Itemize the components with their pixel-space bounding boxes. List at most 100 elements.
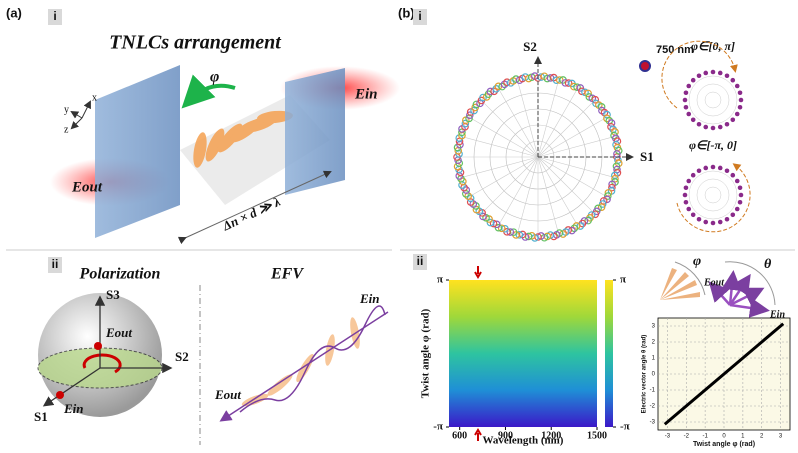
glass-plate — [95, 65, 180, 238]
polar-spoke — [537, 116, 608, 158]
polar-spoke — [537, 87, 579, 158]
state-dot — [603, 114, 611, 123]
polar-spoke — [537, 79, 559, 158]
state-dot — [690, 172, 696, 178]
colorbar-tick-label: π — [620, 274, 626, 286]
e-in: Ein — [354, 86, 378, 102]
panel-label: (a) — [6, 5, 22, 20]
y-axis-label: Electric vector angle θ (rad) — [642, 335, 648, 414]
colorbar-tick-label: -π — [620, 421, 630, 433]
state-dot — [498, 82, 506, 91]
state-dot — [737, 185, 743, 191]
twist-symbol: φ — [210, 69, 219, 86]
state-dot — [683, 104, 689, 110]
icon-e-in: Ein — [769, 309, 785, 320]
state-dot — [730, 77, 736, 83]
label-box — [413, 9, 427, 25]
glass-plate — [285, 68, 345, 195]
state-dot — [738, 192, 744, 198]
state-dot — [724, 216, 730, 222]
point — [94, 342, 102, 350]
state-dot — [703, 219, 709, 225]
subtitle: EFV — [270, 266, 304, 283]
axis-label: S1 — [640, 149, 654, 164]
e-in: Ein — [359, 291, 380, 306]
path — [82, 353, 122, 374]
state-dot — [462, 186, 471, 194]
state-dot — [591, 95, 600, 104]
arc — [724, 261, 776, 306]
polar-ring — [688, 75, 738, 125]
polar-ring — [704, 91, 722, 109]
state-dot — [737, 104, 743, 110]
colorbar — [605, 280, 613, 427]
title: TNLCs arrangement — [109, 32, 282, 54]
heatmap — [449, 280, 597, 427]
icon-theta: θ — [764, 257, 772, 272]
state-dot — [506, 228, 515, 236]
wavelength-dot — [639, 60, 651, 72]
polar-ring — [688, 170, 738, 220]
state-dot — [717, 124, 723, 130]
wave — [239, 305, 386, 413]
e-out: Eout — [71, 179, 103, 195]
x-tick-label: 1500 — [587, 430, 607, 441]
state-dot — [584, 89, 592, 98]
state-dot — [738, 97, 744, 103]
state-dot — [737, 90, 743, 96]
y-tick-label: -2 — [650, 404, 656, 410]
state-dot — [734, 111, 740, 117]
state-dot — [710, 69, 716, 75]
state-dot — [710, 220, 716, 226]
sphere-axes — [42, 295, 173, 407]
state-dot — [703, 165, 709, 171]
panel-label: (b) — [398, 5, 415, 20]
marker — [474, 266, 482, 279]
axis-label: S2 — [175, 349, 189, 364]
icon-phi: φ — [693, 254, 701, 269]
state-dot — [682, 192, 688, 198]
state-dot — [696, 216, 702, 222]
x-tick-label: -2 — [684, 434, 690, 440]
state-dot — [710, 125, 716, 131]
state-dot — [734, 83, 740, 89]
state-dot — [683, 199, 689, 205]
x-tick-label: 3 — [779, 434, 783, 440]
x-tick-label: 1200 — [541, 430, 561, 441]
state-dot — [461, 119, 470, 128]
part-label: ii — [52, 257, 59, 271]
state-dot — [597, 103, 606, 111]
point — [56, 391, 64, 399]
polar-spoke — [537, 156, 579, 227]
state-dot — [486, 218, 495, 227]
state-dot — [466, 108, 475, 116]
state-dot — [683, 90, 689, 96]
axes-triad — [70, 100, 91, 130]
state-dot — [489, 219, 498, 228]
state-dot — [564, 79, 573, 87]
state-dot — [686, 83, 692, 89]
y-tick-label: -3 — [650, 420, 656, 426]
propagation — [219, 311, 389, 422]
x-axis-label: Twist angle φ (rad) — [693, 441, 755, 448]
axis-label: S1 — [34, 409, 48, 424]
polar-spoke — [537, 136, 616, 158]
range: φ∈[-π, 0] — [689, 138, 737, 152]
state-dot — [717, 219, 723, 225]
state-dot — [497, 224, 506, 233]
molecules — [193, 110, 293, 168]
x-tick-label: 2 — [760, 434, 764, 440]
x-tick-label: -1 — [702, 434, 708, 440]
state-dot — [696, 168, 702, 174]
x-axis-label: Wavelength (nm) — [483, 435, 564, 447]
state-dot — [717, 165, 723, 171]
y-tick-label: π — [437, 274, 443, 286]
state-dot — [472, 100, 481, 109]
x-tick-label: 0 — [722, 434, 726, 440]
state-dot — [458, 128, 466, 137]
state-dot — [690, 77, 696, 83]
y-tick-label: 0 — [652, 372, 656, 378]
y-tick-label: -1 — [650, 388, 656, 394]
y-axis-label: Twist angle φ (rad) — [420, 308, 432, 398]
state-dot — [603, 192, 612, 200]
